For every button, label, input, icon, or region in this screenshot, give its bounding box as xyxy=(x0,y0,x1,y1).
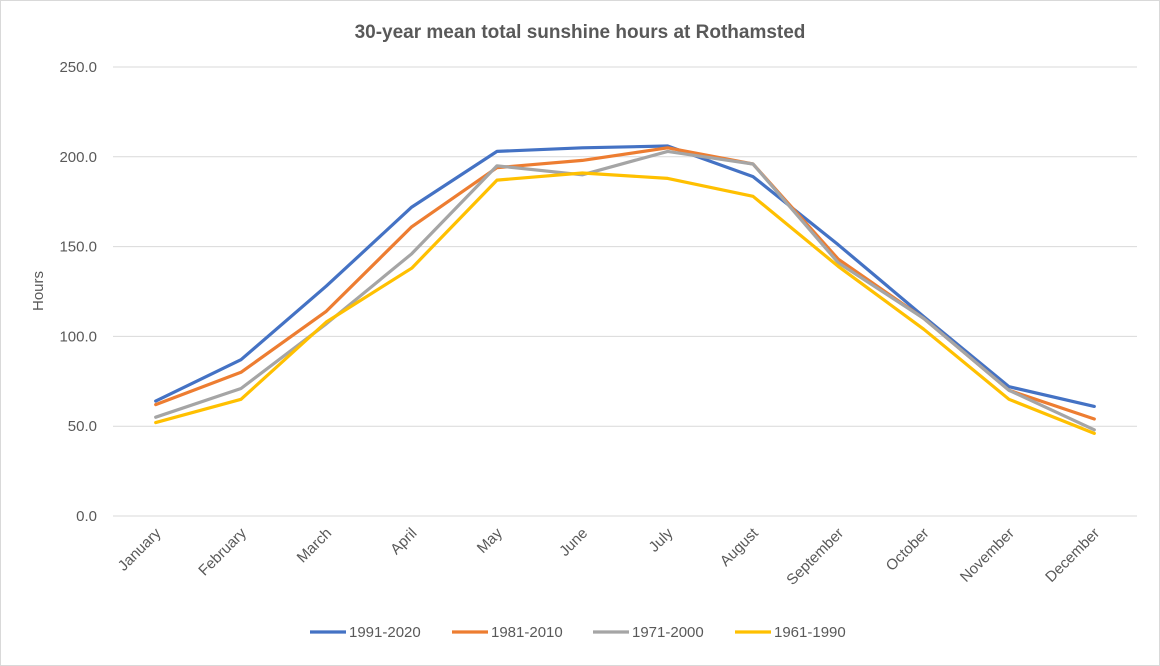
y-tick-label: 100.0 xyxy=(59,328,97,345)
series-line-1961-1990 xyxy=(154,171,1096,435)
x-tick-label: August xyxy=(717,524,763,570)
y-tick-label: 0.0 xyxy=(76,508,97,525)
x-tick-label: February xyxy=(195,524,250,579)
y-tick-label: 200.0 xyxy=(59,149,97,166)
x-tick-label: September xyxy=(783,525,847,589)
x-tick-label: April xyxy=(387,525,420,558)
x-tick-label: November xyxy=(957,525,1018,586)
x-tick-label: October xyxy=(883,525,933,575)
series-line-1971-2000 xyxy=(154,149,1096,432)
legend: 1991-2020 1981-2010 1971-2000 1961-1990 xyxy=(310,624,846,641)
legend-label: 1991-2020 xyxy=(349,624,421,641)
x-tick-label: June xyxy=(556,525,591,560)
legend-label: 1971-2000 xyxy=(632,624,704,641)
x-tick-label: January xyxy=(115,524,165,574)
series-line-1981-2010 xyxy=(154,146,1096,421)
gridlines xyxy=(113,66,1137,517)
chart-title: 30-year mean total sunshine hours at Rot… xyxy=(355,22,806,43)
series-lines xyxy=(154,144,1096,435)
x-tick-label: March xyxy=(294,525,335,566)
x-tick-label: December xyxy=(1042,525,1103,586)
y-axis-label: Hours xyxy=(30,271,47,311)
x-axis-ticks: January February March April May June July Augu… xyxy=(115,524,1103,588)
y-axis-ticks: 0.0 50.0 100.0 150.0 200.0 250.0 xyxy=(59,59,97,525)
legend-label: 1981-2010 xyxy=(491,624,563,641)
legend-label: 1961-1990 xyxy=(774,624,846,641)
y-tick-label: 250.0 xyxy=(59,59,97,76)
y-tick-label: 50.0 xyxy=(68,418,97,435)
x-tick-label: May xyxy=(474,524,506,556)
series-line-1991-2020 xyxy=(154,144,1096,408)
y-tick-label: 150.0 xyxy=(59,239,97,256)
x-tick-label: July xyxy=(646,524,677,555)
